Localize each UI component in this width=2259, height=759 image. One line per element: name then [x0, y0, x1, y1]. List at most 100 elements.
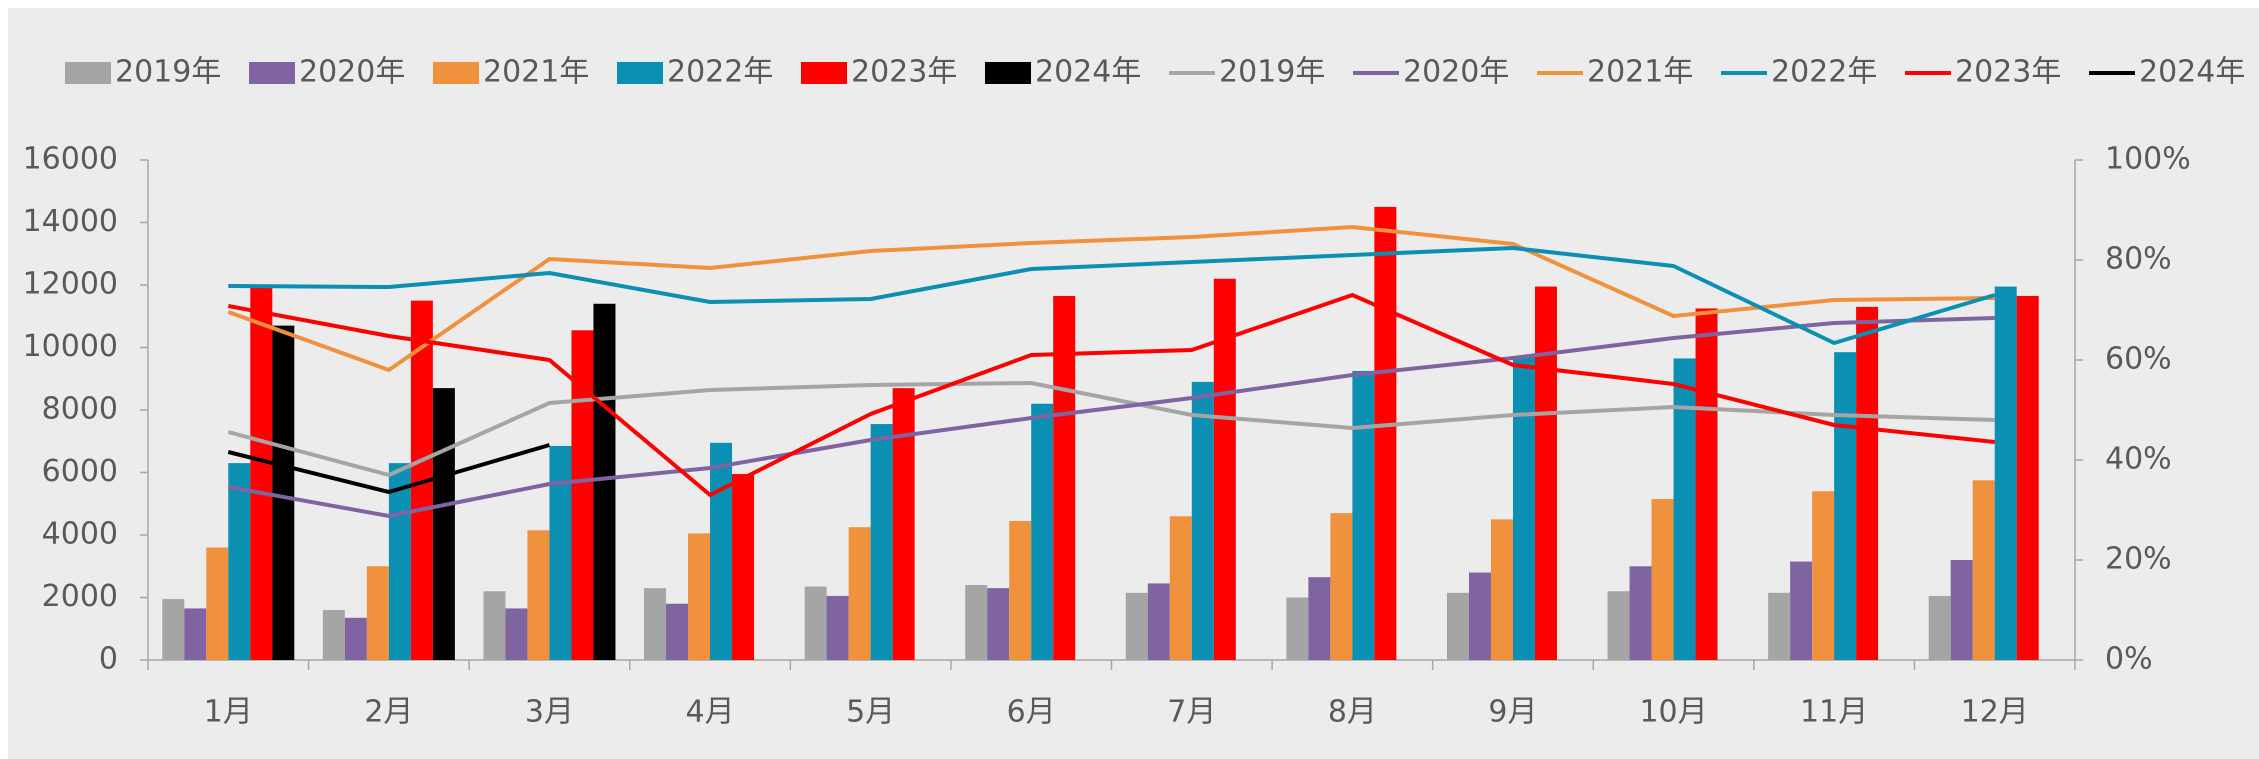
x-tick-label: 9月: [1488, 695, 1537, 730]
bar: [644, 588, 667, 660]
x-tick-label: 8月: [1328, 695, 1377, 730]
bar: [1834, 352, 1857, 660]
legend-swatch: [801, 62, 847, 84]
legend-swatch: [985, 62, 1031, 84]
x-tick-label: 4月: [685, 695, 734, 730]
bar: [1053, 295, 1076, 660]
x-tick-label: 10月: [1639, 695, 1707, 730]
bar: [1534, 286, 1557, 660]
bar: [1812, 491, 1835, 660]
bar: [826, 595, 849, 660]
bar: [505, 608, 528, 660]
legend-label: 2022年: [667, 55, 773, 90]
y2-tick-label: 40%: [2105, 442, 2172, 477]
legend-swatch: [433, 62, 479, 84]
legend-label: 2020年: [1403, 55, 1509, 90]
y2-tick-label: 20%: [2105, 542, 2172, 577]
legend-label: 2023年: [851, 55, 957, 90]
legend-label: 2021年: [1587, 55, 1693, 90]
bar: [1031, 403, 1054, 660]
y-tick-label: 12000: [23, 267, 118, 302]
x-tick-label: 3月: [525, 695, 574, 730]
y-tick-label: 16000: [23, 142, 118, 177]
bar: [1994, 286, 2017, 660]
bar: [432, 388, 455, 660]
y2-tick-label: 60%: [2105, 342, 2172, 377]
bar: [1972, 480, 1995, 660]
y-tick-label: 10000: [23, 329, 118, 364]
bar: [1330, 513, 1353, 660]
bar: [1308, 577, 1331, 660]
bar: [688, 533, 711, 660]
legend-label: 2019年: [115, 55, 221, 90]
x-tick-label: 11月: [1800, 695, 1868, 730]
bar: [1790, 561, 1813, 660]
bar: [1352, 370, 1375, 660]
y-tick-label: 6000: [42, 454, 118, 489]
line-series: [228, 246, 1996, 345]
x-tick-label: 5月: [846, 695, 895, 730]
bar: [732, 474, 755, 660]
bar: [1950, 560, 1973, 660]
bar: [965, 585, 988, 660]
legend-swatch: [617, 62, 663, 84]
bar: [804, 586, 827, 660]
bar: [1512, 356, 1535, 660]
legend-label: 2022年: [1771, 55, 1877, 90]
bar: [1490, 519, 1513, 660]
bar: [344, 617, 367, 660]
line-series: [227, 316, 1995, 518]
legend-label: 2021年: [483, 55, 589, 90]
y-tick-label: 14000: [23, 204, 118, 239]
bar: [272, 325, 295, 660]
bar: [1673, 358, 1696, 660]
bar: [366, 566, 389, 660]
bar: [710, 442, 733, 660]
y-tick-label: 4000: [42, 517, 118, 552]
legend-swatch: [249, 62, 295, 84]
bar: [1928, 595, 1951, 660]
bar: [987, 588, 1010, 660]
bar: [1856, 306, 1879, 660]
line-series: [227, 381, 1995, 477]
bar: [2016, 295, 2039, 660]
bar: [1286, 597, 1309, 660]
bar: [1191, 381, 1214, 660]
bar: [593, 303, 616, 660]
x-tick-label: 7月: [1167, 695, 1216, 730]
legend-swatch: [65, 62, 111, 84]
y2-tick-label: 100%: [2105, 142, 2191, 177]
bar: [1695, 308, 1718, 660]
x-tick-label: 1月: [204, 695, 253, 730]
y2-tick-label: 0%: [2105, 642, 2153, 677]
bar: [1468, 572, 1491, 660]
bar: [228, 463, 251, 660]
bar: [1213, 278, 1236, 660]
bar: [666, 603, 689, 660]
bar: [1629, 566, 1652, 660]
bar: [1446, 592, 1469, 660]
x-tick-label: 2月: [364, 695, 413, 730]
legend-label: 2024年: [1035, 55, 1141, 90]
bar: [1169, 516, 1192, 660]
bar: [892, 388, 915, 660]
legend-label: 2024年: [2139, 55, 2245, 90]
bar: [1768, 592, 1791, 660]
bar: [870, 424, 893, 660]
legend-label: 2023年: [1955, 55, 2061, 90]
bar: [1607, 591, 1630, 660]
line-series: [227, 443, 551, 494]
bar: [527, 530, 550, 660]
x-tick-label: 12月: [1961, 695, 2029, 730]
x-tick-label: 6月: [1007, 695, 1056, 730]
bar: [206, 547, 229, 660]
bar: [483, 591, 506, 660]
y-tick-label: 0: [99, 642, 118, 677]
bar: [1009, 520, 1032, 660]
y2-tick-label: 80%: [2105, 242, 2172, 277]
bar: [571, 330, 594, 660]
legend-label: 2020年: [299, 55, 405, 90]
bar: [162, 599, 185, 660]
bar: [1147, 583, 1170, 660]
